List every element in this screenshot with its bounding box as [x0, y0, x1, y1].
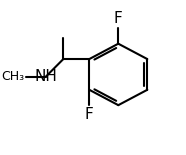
Text: NH: NH	[34, 69, 57, 84]
Text: CH₃: CH₃	[2, 70, 25, 83]
Text: F: F	[85, 107, 94, 122]
Text: F: F	[114, 11, 123, 26]
